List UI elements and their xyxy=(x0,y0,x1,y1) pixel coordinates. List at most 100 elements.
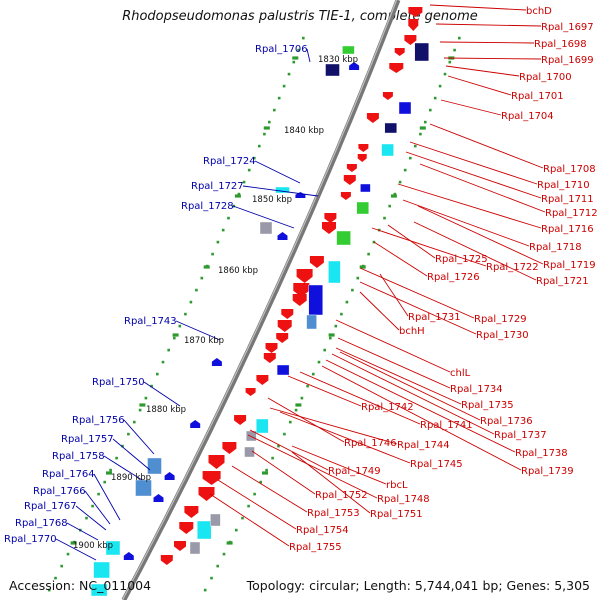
major-tick xyxy=(234,194,241,198)
forward-gene-arrow xyxy=(202,471,221,485)
tick-dot xyxy=(121,444,124,448)
right-gene-label: Rpal_1731 xyxy=(408,312,461,323)
right-gene-label: Rpal_1739 xyxy=(521,466,574,477)
leader-line xyxy=(409,141,538,185)
reverse-gene-block xyxy=(90,583,108,597)
forward-gene-arrow xyxy=(346,164,357,172)
right-gene-label: Rpal_1729 xyxy=(474,314,527,325)
right-gene-label: Rpal_1710 xyxy=(537,180,590,191)
reverse-gene-block xyxy=(105,540,121,556)
right-gene-label: Rpal_1744 xyxy=(397,440,450,451)
scale-label: 1860 kbp xyxy=(218,266,258,276)
forward-gene-arrow xyxy=(324,213,337,223)
forward-gene-arrow xyxy=(408,19,419,31)
tick-dot xyxy=(247,504,250,508)
right-gene-label: Rpal_1722 xyxy=(486,262,539,273)
leader-line xyxy=(112,438,151,471)
tick-dot xyxy=(54,576,57,580)
major-tick xyxy=(359,265,366,269)
right-gene-label: Rpal_1700 xyxy=(519,72,572,83)
tick-dot xyxy=(97,492,100,496)
leader-line xyxy=(269,407,398,445)
forward-gene-block xyxy=(210,513,221,527)
right-gene-label: Rpal_1725 xyxy=(435,254,488,265)
major-tick xyxy=(419,126,426,130)
forward-gene-arrow xyxy=(389,63,404,73)
leader-line xyxy=(291,451,371,514)
tick-dot xyxy=(200,276,204,280)
tick-dot xyxy=(189,300,193,304)
left-gene-label: Rpal_1706 xyxy=(255,44,308,55)
gene-labels: bchD Rpal_1697 Rpal_1698 Rpal_1699 Rpal_1700… xyxy=(4,6,598,553)
forward-gene-arrow xyxy=(277,320,292,332)
tick-dot xyxy=(277,444,280,448)
forward-gene-block xyxy=(196,520,212,540)
leader-line xyxy=(291,445,387,485)
left-gene-label: Rpal_1768 xyxy=(15,518,68,529)
leader-line xyxy=(413,221,537,281)
leader-line xyxy=(143,381,181,407)
scale-label: 1900 kbp xyxy=(73,541,113,551)
right-gene-label: Rpal_1741 xyxy=(420,420,473,431)
tick-dot xyxy=(127,432,130,436)
right-gene-label: bchD xyxy=(526,6,552,17)
tick-dot xyxy=(340,312,343,316)
right-gene-label: Rpal_1751 xyxy=(370,509,423,520)
leader-line xyxy=(359,267,475,319)
tick-dot xyxy=(167,348,170,352)
right-gene-label: bchH xyxy=(399,326,425,337)
forward-gene-block xyxy=(276,364,290,376)
right-gene-label: Rpal_1711 xyxy=(541,194,594,205)
tick-dot xyxy=(323,348,326,352)
leader-line xyxy=(335,347,462,405)
leader-line xyxy=(447,75,512,96)
major-tick xyxy=(328,333,335,337)
tick-dot xyxy=(300,396,304,400)
leader-line xyxy=(103,455,143,481)
left-gene-label: Rpal_1724 xyxy=(203,156,256,167)
tick-dot xyxy=(453,48,456,52)
forward-gene-arrow xyxy=(265,343,278,353)
right-gene-label: Rpal_1746 xyxy=(344,438,397,449)
forward-gene-arrow xyxy=(198,487,215,501)
tick-dot xyxy=(178,324,182,328)
tick-dot xyxy=(448,60,452,64)
major-tick xyxy=(263,126,270,130)
scale-label: 1890 kbp xyxy=(111,473,151,483)
forward-gene-block xyxy=(306,314,317,330)
forward-gene-arrow xyxy=(174,541,186,551)
label-lines xyxy=(55,4,546,561)
leader-line xyxy=(279,411,411,464)
tick-dot xyxy=(398,180,402,184)
tick-dot xyxy=(258,144,261,148)
reverse-gene-arrow xyxy=(190,420,201,428)
tick-dot xyxy=(253,492,256,496)
tick-dot xyxy=(60,564,63,568)
left-gene-label: Rpal_1743 xyxy=(124,316,177,327)
left-gene-label: Rpal_1767 xyxy=(24,501,77,512)
forward-gene-block xyxy=(360,183,371,193)
forward-gene-arrow xyxy=(382,92,393,100)
tick-dot xyxy=(388,204,391,208)
backbone xyxy=(121,0,401,600)
right-gene-label: Rpal_1742 xyxy=(361,402,414,413)
right-gene-label: Rpal_1734 xyxy=(450,384,503,395)
reverse-gene-block xyxy=(93,561,110,579)
tick-dot xyxy=(210,576,213,580)
leader-line xyxy=(335,319,451,373)
tick-dot xyxy=(156,372,159,376)
tick-dot xyxy=(241,516,244,520)
leader-line xyxy=(397,183,542,229)
tick-dot xyxy=(287,72,291,76)
leader-line xyxy=(123,419,155,455)
tick-dot xyxy=(216,564,219,568)
tick-dot xyxy=(433,96,437,100)
reverse-gene-block xyxy=(147,457,162,475)
forward-gene-arrow xyxy=(292,294,307,306)
right-gene-label: Rpal_1698 xyxy=(534,39,587,50)
tick-dot xyxy=(161,360,165,364)
leader-line xyxy=(267,397,345,443)
tick-dot xyxy=(409,156,412,160)
leader-line xyxy=(439,41,535,44)
forward-gene-block xyxy=(381,143,394,157)
